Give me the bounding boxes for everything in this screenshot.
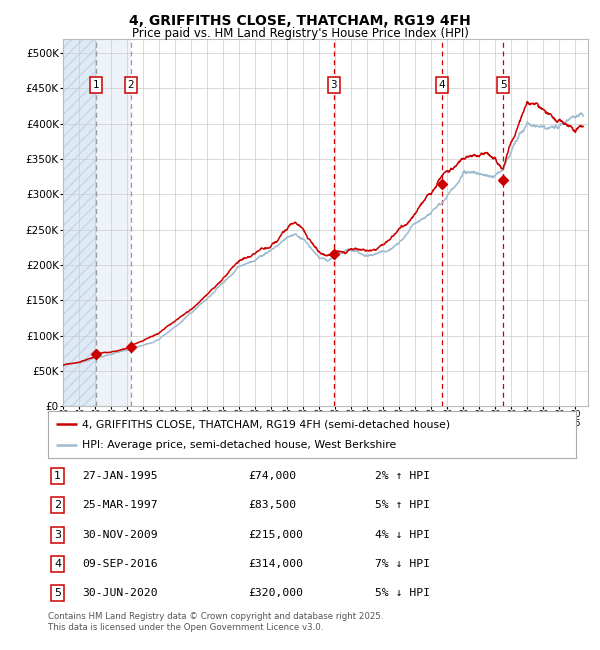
Text: 5% ↑ HPI: 5% ↑ HPI — [376, 500, 430, 510]
Text: 5: 5 — [500, 80, 506, 90]
Text: £74,000: £74,000 — [248, 471, 297, 481]
Text: 30-JUN-2020: 30-JUN-2020 — [82, 588, 158, 598]
Text: 4, GRIFFITHS CLOSE, THATCHAM, RG19 4FH (semi-detached house): 4, GRIFFITHS CLOSE, THATCHAM, RG19 4FH (… — [82, 419, 451, 429]
Text: 3: 3 — [331, 80, 337, 90]
Text: 7% ↓ HPI: 7% ↓ HPI — [376, 559, 430, 569]
Text: 5% ↓ HPI: 5% ↓ HPI — [376, 588, 430, 598]
Text: 4, GRIFFITHS CLOSE, THATCHAM, RG19 4FH: 4, GRIFFITHS CLOSE, THATCHAM, RG19 4FH — [129, 14, 471, 29]
Text: 25-MAR-1997: 25-MAR-1997 — [82, 500, 158, 510]
Text: 1: 1 — [54, 471, 61, 481]
Text: Contains HM Land Registry data © Crown copyright and database right 2025.
This d: Contains HM Land Registry data © Crown c… — [48, 612, 383, 632]
Text: 09-SEP-2016: 09-SEP-2016 — [82, 559, 158, 569]
Text: 2: 2 — [54, 500, 61, 510]
Text: HPI: Average price, semi-detached house, West Berkshire: HPI: Average price, semi-detached house,… — [82, 440, 397, 450]
Text: Price paid vs. HM Land Registry's House Price Index (HPI): Price paid vs. HM Land Registry's House … — [131, 27, 469, 40]
Text: 30-NOV-2009: 30-NOV-2009 — [82, 530, 158, 540]
Text: 2: 2 — [127, 80, 134, 90]
Text: 5: 5 — [54, 588, 61, 598]
Text: £320,000: £320,000 — [248, 588, 304, 598]
Text: 4: 4 — [54, 559, 61, 569]
Text: £83,500: £83,500 — [248, 500, 297, 510]
Text: 1: 1 — [93, 80, 100, 90]
Text: £314,000: £314,000 — [248, 559, 304, 569]
Text: 4% ↓ HPI: 4% ↓ HPI — [376, 530, 430, 540]
Text: 2% ↑ HPI: 2% ↑ HPI — [376, 471, 430, 481]
Text: 3: 3 — [54, 530, 61, 540]
Bar — [63, 39, 96, 406]
Text: £215,000: £215,000 — [248, 530, 304, 540]
Text: 4: 4 — [439, 80, 445, 90]
Bar — [96, 39, 131, 406]
Text: 27-JAN-1995: 27-JAN-1995 — [82, 471, 158, 481]
Bar — [63, 39, 96, 406]
